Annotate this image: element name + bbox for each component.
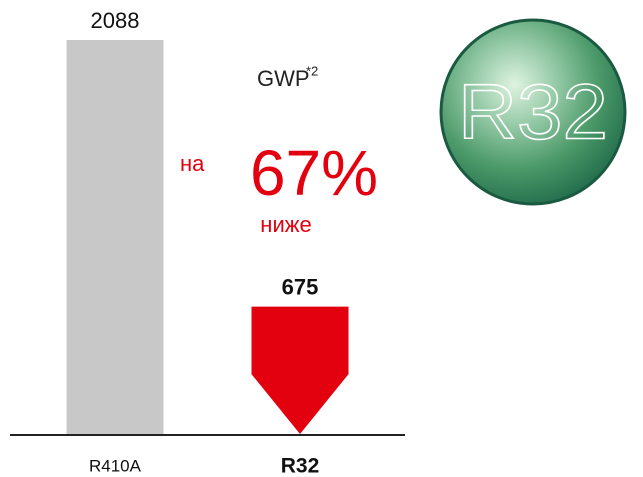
bar <box>252 307 349 434</box>
value-label: 2088 <box>91 8 140 33</box>
chart: GWP *2 на 67% ниже R32 2088 R410A 675 R32 <box>0 0 643 477</box>
annotation-prefix: на <box>180 151 205 176</box>
annotation-text: 67% <box>250 137 378 209</box>
title-note: *2 <box>306 63 318 78</box>
badge: R32 <box>441 20 625 204</box>
chart-title: GWP <box>257 66 310 91</box>
page: GWP *2 на 67% ниже R32 2088R410A675R32 (… <box>0 0 643 477</box>
value-label: 675 <box>282 274 319 299</box>
badge-text: R32 <box>458 68 608 156</box>
x-tick-label: R410A <box>89 456 142 475</box>
x-tick-label: R32 <box>281 455 320 477</box>
bar <box>67 40 164 434</box>
annotation-suffix: ниже <box>260 212 311 237</box>
